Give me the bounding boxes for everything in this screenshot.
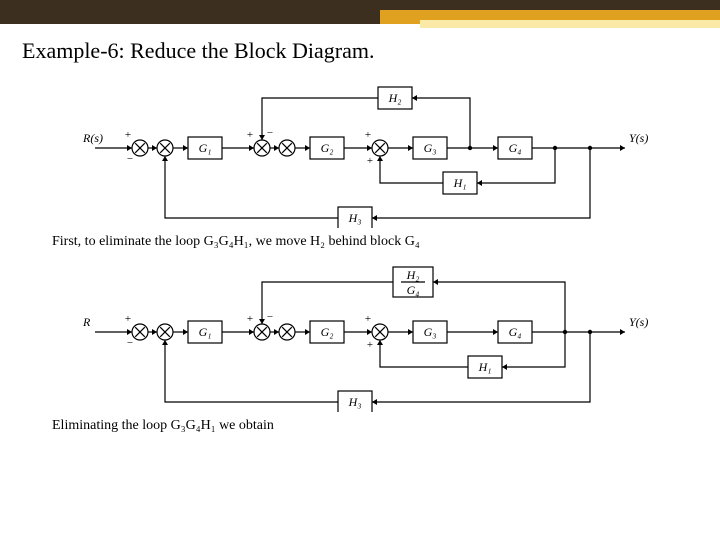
svg-text:G₃: G₃ bbox=[424, 141, 437, 155]
svg-text:G₃: G₃ bbox=[424, 325, 437, 339]
svg-text:+: + bbox=[365, 313, 371, 325]
svg-text:H₁: H₁ bbox=[478, 360, 492, 374]
svg-text:+: + bbox=[247, 313, 253, 325]
svg-text:+: + bbox=[367, 339, 373, 351]
title-bar bbox=[0, 0, 720, 30]
block-diagram-1: + − + − + + G₁ G₂ G₃ G₄ H₂ H₁ H₃ R(s) Y(s) bbox=[65, 68, 655, 228]
svg-text:G₄: G₄ bbox=[407, 283, 420, 297]
svg-text:Y(s): Y(s) bbox=[629, 131, 648, 145]
svg-text:H₃: H₃ bbox=[348, 211, 362, 225]
svg-text:+: + bbox=[125, 313, 131, 325]
svg-text:+: + bbox=[367, 155, 373, 167]
svg-text:G₂: G₂ bbox=[321, 141, 334, 155]
svg-text:R(s): R(s) bbox=[82, 131, 103, 145]
svg-text:−: − bbox=[267, 311, 273, 323]
svg-text:G₂: G₂ bbox=[321, 325, 334, 339]
svg-text:−: − bbox=[267, 127, 273, 139]
svg-text:H₂: H₂ bbox=[388, 91, 402, 105]
svg-text:G₁: G₁ bbox=[199, 325, 212, 339]
svg-text:+: + bbox=[365, 129, 371, 141]
svg-text:G₄: G₄ bbox=[509, 141, 522, 155]
svg-text:H₂: H₂ bbox=[406, 268, 420, 282]
block-diagram-2: +−+−++G₁G₂G₃G₄H₂G₄H₁H₃RY(s) bbox=[65, 252, 655, 412]
svg-text:H₃: H₃ bbox=[348, 395, 362, 409]
page-title: Example-6: Reduce the Block Diagram. bbox=[22, 38, 720, 64]
svg-text:−: − bbox=[127, 337, 133, 349]
svg-text:Y(s): Y(s) bbox=[629, 315, 648, 329]
caption-2: Eliminating the loop G₃G₄H₁ we obtain bbox=[52, 418, 720, 434]
svg-text:−: − bbox=[127, 153, 133, 165]
caption-1: First, to eliminate the loop G₃G₄H₁, we … bbox=[52, 234, 720, 250]
svg-text:+: + bbox=[247, 129, 253, 141]
svg-text:G₁: G₁ bbox=[199, 141, 212, 155]
svg-text:G₄: G₄ bbox=[509, 325, 522, 339]
svg-text:R: R bbox=[82, 315, 91, 329]
svg-text:H₁: H₁ bbox=[453, 176, 467, 190]
svg-text:+: + bbox=[125, 129, 131, 141]
